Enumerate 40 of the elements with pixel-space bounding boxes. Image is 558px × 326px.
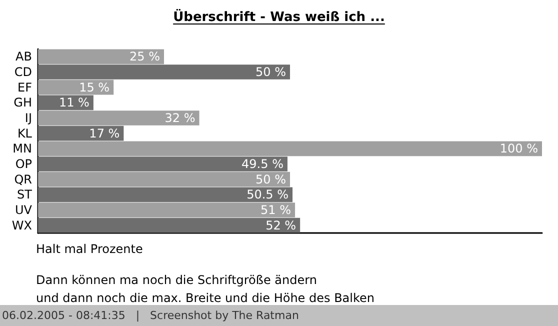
y-tick-label: GH [14,96,32,110]
bar [38,202,296,218]
y-tick-label: EF [18,80,32,94]
data-label: 32 % [164,111,196,125]
chart-title: Überschrift - Was weiß ich ... [173,8,385,25]
data-label: 50.5 % [246,188,289,202]
data-label: 50 % [256,172,286,186]
bar [38,141,542,156]
bar [38,80,114,95]
bar [38,110,200,126]
y-tick-label: KL [17,126,32,140]
y-tick-label: QR [14,172,32,186]
bar [38,187,293,202]
data-label: 51 % [260,203,292,217]
text: Halt mal Prozente [36,242,143,256]
bar [38,218,300,233]
y-tick-label: ST [17,188,33,202]
data-label: 50 % [256,65,286,79]
data-label: 52 % [266,218,296,232]
text: und dann noch die max. Breite und die Höhe des Balken [36,291,375,305]
bar [38,64,290,80]
data-label: 17 % [89,126,120,140]
y-tick-label: OP [15,157,32,171]
bar [38,156,288,172]
data-label: 15 % [79,80,110,94]
bar [38,49,164,64]
y-tick-label: MN [12,142,32,156]
y-tick-label: UV [15,203,33,217]
y-tick-label: AB [16,50,32,64]
text: Dann können ma noch die Schriftgröße ändern [36,273,317,287]
y-tick-label: IJ [24,111,32,125]
data-label: 100 % [500,142,538,156]
text: 06.02.2005 - 08:41:35 | Screenshot by The Ratman [0,305,558,326]
data-label: 49.5 % [242,157,284,171]
bar [38,126,124,141]
data-label: 11 % [58,96,90,110]
bar [38,172,290,187]
data-label: 25 % [130,50,160,64]
y-tick-label: WX [12,218,32,232]
y-tick-label: CD [14,65,32,79]
